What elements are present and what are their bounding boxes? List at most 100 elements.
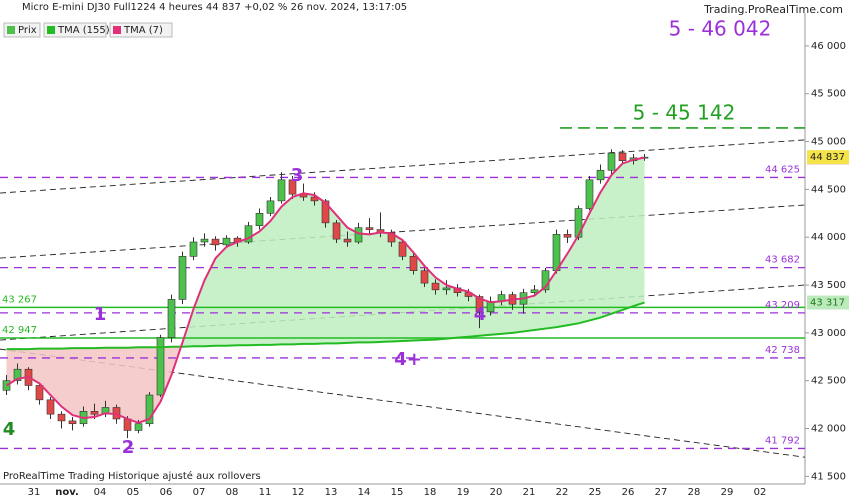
wave-label: 4 (474, 304, 487, 325)
candle-body (607, 152, 616, 171)
candle-body (255, 213, 264, 227)
y-tick-label: 42 500 (811, 376, 846, 387)
support-label: 42 947 (2, 325, 37, 336)
header-bg (0, 0, 850, 13)
level-label: 44 625 (765, 164, 800, 175)
wave-label: 2 (122, 437, 135, 458)
candle-body (35, 385, 44, 401)
candle-body (200, 238, 209, 243)
level-label: 43 209 (765, 300, 800, 311)
tma-line (5, 156, 645, 424)
candle-body (222, 237, 231, 246)
trend-fill (292, 193, 304, 345)
legend-swatch (113, 26, 121, 34)
candle-body (365, 227, 374, 230)
candle-body (354, 227, 363, 243)
trend-fill (204, 258, 216, 347)
candle-body (398, 241, 407, 257)
y-tick-label: 41 500 (811, 471, 846, 482)
target-label: 5 - 45 142 (633, 100, 736, 124)
trend-fill (39, 348, 51, 396)
y-tick-label: 44 500 (811, 184, 846, 195)
top-label: 5 - 46 042 (669, 17, 772, 41)
candle-body (409, 256, 418, 271)
trend-fill (226, 242, 238, 346)
x-tick-label: 05 (127, 487, 140, 498)
x-tick-label: 27 (655, 487, 668, 498)
legend-swatch (7, 26, 15, 34)
level-label: 42 738 (765, 345, 800, 356)
x-tick-label: 21 (523, 487, 536, 498)
tma-line (6, 301, 645, 351)
trend-fill (501, 299, 513, 334)
candle-body (585, 179, 594, 209)
trend-line (0, 139, 806, 194)
x-tick-label: 26 (622, 487, 635, 498)
y-tick-label: 43 500 (811, 280, 846, 291)
x-tick-label: 19 (457, 487, 470, 498)
trend-fill (336, 215, 348, 344)
trend-fill (534, 286, 546, 330)
legend-swatch (47, 26, 55, 34)
trend-fill (50, 348, 62, 407)
candle-body (574, 208, 583, 238)
y-tick-label: 46 000 (811, 41, 846, 52)
price-tag (807, 295, 849, 310)
trend-line (0, 204, 806, 259)
legend-box (109, 22, 173, 38)
trend-fill (83, 348, 95, 418)
x-tick-label: 07 (193, 487, 206, 498)
candle-body (420, 270, 429, 284)
candle-body (266, 200, 275, 214)
legend-label: TMA (7) (123, 25, 163, 36)
x-tick-label: 29 (721, 487, 734, 498)
candle-body (189, 241, 198, 257)
legend-box (43, 22, 107, 38)
trend-fill (622, 159, 634, 310)
price-tag-label: 44 837 (810, 152, 845, 163)
candle-body (46, 399, 55, 415)
trend-fill (127, 347, 139, 423)
candle-body (178, 256, 187, 300)
candle-body (442, 287, 451, 291)
price-tag-label: 43 317 (810, 298, 845, 309)
x-tick-label: 25 (589, 487, 602, 498)
x-tick-label: 06 (160, 487, 173, 498)
y-tick-label: 45 500 (811, 89, 846, 100)
y-tick-label: 44 000 (811, 232, 846, 243)
trend-fill (611, 163, 623, 314)
candle-body (244, 225, 253, 243)
trend-fill (556, 253, 568, 328)
candle-body (343, 238, 352, 243)
trend-fill (237, 238, 249, 346)
price-tag (807, 150, 849, 165)
trend-fill (358, 233, 370, 343)
x-tick-label: 18 (424, 487, 437, 498)
trend-fill (567, 235, 579, 326)
trend-fill (380, 232, 392, 342)
y-tick-label: 43 000 (811, 328, 846, 339)
trend-fill (215, 246, 227, 346)
candle-body (167, 299, 176, 338)
trend-fill (391, 233, 403, 342)
legend-label: Prix (18, 25, 37, 36)
trend-fill (116, 347, 128, 419)
wave-label: 4+ (394, 349, 422, 370)
x-tick-label: 22 (556, 487, 569, 498)
x-tick-label: 02 (754, 487, 767, 498)
trend-fill (523, 295, 535, 332)
wave-label: 1 (94, 304, 107, 325)
x-tick-label: 04 (94, 487, 107, 498)
wave-label: 3 (291, 165, 304, 186)
trend-fill (369, 232, 381, 343)
candle-body (321, 200, 330, 224)
x-tick-label: 14 (358, 487, 371, 498)
candle-body (90, 411, 99, 415)
x-tick-label: 12 (292, 487, 305, 498)
wave-label: 4 (3, 419, 16, 440)
candle-body (475, 296, 484, 313)
candle-body (288, 179, 297, 195)
candle-body (211, 238, 220, 246)
trend-fill (600, 175, 612, 318)
